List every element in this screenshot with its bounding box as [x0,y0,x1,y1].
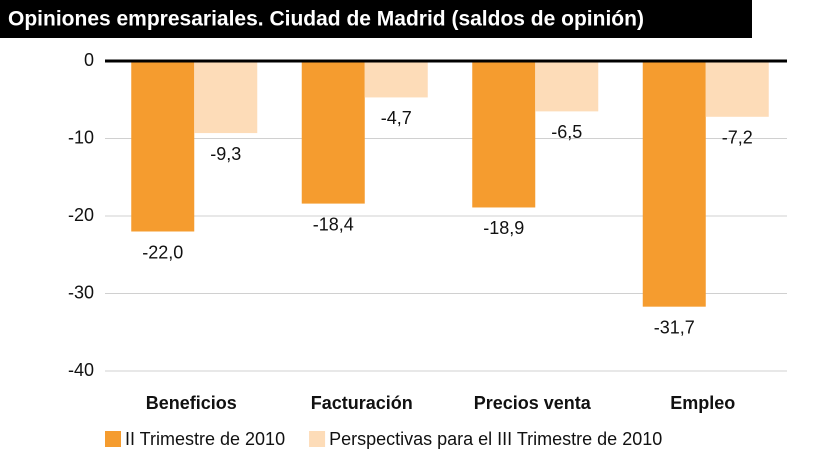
bar [705,61,769,117]
y-tick-label: -30 [68,282,94,302]
legend-label: Perspectivas para el III Trimestre de 20… [329,429,662,449]
chart-title: Opiniones empresariales. Ciudad de Madri… [8,8,644,31]
value-label: -6,5 [551,122,582,142]
legend-label: II Trimestre de 2010 [125,429,285,449]
bar [301,61,365,204]
value-label: -22,0 [142,242,183,262]
legend-swatch [105,431,121,447]
value-label: -31,7 [654,317,695,337]
value-label: -9,3 [210,144,241,164]
legend-swatch [309,431,326,447]
x-tick-label: Empleo [670,393,735,413]
x-tick-label: Precios venta [474,393,592,413]
value-label: -7,2 [722,128,753,148]
bar [535,61,599,112]
bar [364,61,428,98]
value-label: -4,7 [381,108,412,128]
y-tick-label: -10 [68,127,94,147]
y-tick-label: -40 [68,360,94,380]
bar [194,61,258,134]
bar [642,61,706,307]
x-tick-label: Beneficios [146,393,237,413]
value-label: -18,9 [483,218,524,238]
x-tick-label: Facturación [311,393,413,413]
y-tick-label: -20 [68,205,94,225]
title-background [0,0,752,38]
bar [472,61,536,208]
value-label: -18,4 [313,214,354,234]
y-tick-label: 0 [84,50,94,70]
bar [131,61,195,232]
